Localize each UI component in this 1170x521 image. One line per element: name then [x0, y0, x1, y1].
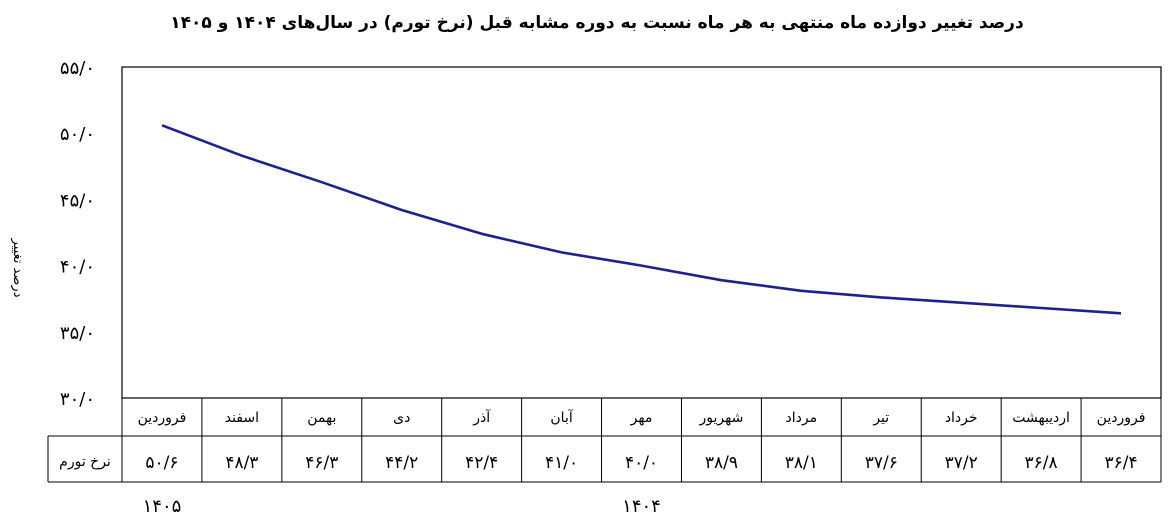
y-tick-label: ۵۰/۰ [60, 124, 95, 145]
chart-title: درصد تغییر دوازده ماه منتهی به هر ماه نس… [170, 13, 1024, 33]
y-tick-label: ۴۰/۰ [60, 257, 95, 278]
plot-area-frame [121, 66, 1162, 399]
x-tick-label: بهمن [307, 410, 336, 426]
x-tick-label: تیر [872, 410, 889, 426]
x-tick-label: مهر [630, 410, 653, 426]
data-label: ۵۰/۶ [145, 453, 178, 473]
data-label: ۴۸/۳ [225, 453, 258, 473]
y-axis-label: درصد تغییر [10, 238, 25, 298]
year-label: ۱۴۰۵ [143, 496, 182, 517]
data-label: ۴۴/۲ [385, 453, 418, 473]
y-tick-label: ۴۵/۰ [60, 190, 95, 211]
x-tick-label: فروردین [138, 410, 187, 426]
data-label: ۳۶/۴ [1104, 453, 1137, 473]
x-tick-label: فروردین [1097, 410, 1146, 426]
y-axis-ticks: ۳۰/۰ ۳۵/۰ ۴۰/۰ ۴۵/۰ ۵۰/۰ ۵۵/۰ [60, 58, 95, 410]
data-label: ۳۸/۹ [705, 453, 738, 473]
data-label: ۳۷/۲ [945, 453, 978, 473]
table-row-label: نرخ تورم [59, 454, 111, 470]
y-tick-label: ۳۵/۰ [60, 323, 95, 344]
data-label: ۴۰/۰ [625, 453, 658, 473]
series-layer [161, 124, 1122, 315]
x-tick-label: دی [393, 410, 410, 426]
data-label: ۴۲/۴ [465, 453, 498, 473]
year-labels: ۱۴۰۴ ۱۴۰۵ [143, 496, 661, 517]
y-tick-label: ۵۵/۰ [60, 58, 95, 79]
data-table: نرخ تورم فروردین ۳۶/۴ اردیبهشت ۳۶/۸ خرداد ۳۷/۲… [47, 398, 1162, 483]
x-tick-label: اردیبهشت [1012, 410, 1070, 426]
x-tick-label: خرداد [945, 410, 978, 426]
x-tick-label: آذر [472, 409, 491, 426]
series-line-inflation [161, 124, 1122, 315]
data-label: ۴۶/۳ [305, 453, 338, 473]
data-label: ۳۸/۱ [785, 453, 818, 473]
year-label: ۱۴۰۴ [622, 496, 661, 517]
x-tick-label: اسفند [225, 410, 259, 426]
x-tick-label: شهریور [699, 410, 744, 426]
data-label: ۳۷/۶ [865, 453, 898, 473]
x-tick-label: آبان [550, 409, 573, 426]
x-tick-label: مرداد [786, 410, 818, 426]
y-tick-label: ۳۰/۰ [60, 389, 95, 410]
data-label: ۳۶/۸ [1025, 453, 1058, 473]
data-label: ۴۱/۰ [545, 453, 578, 473]
